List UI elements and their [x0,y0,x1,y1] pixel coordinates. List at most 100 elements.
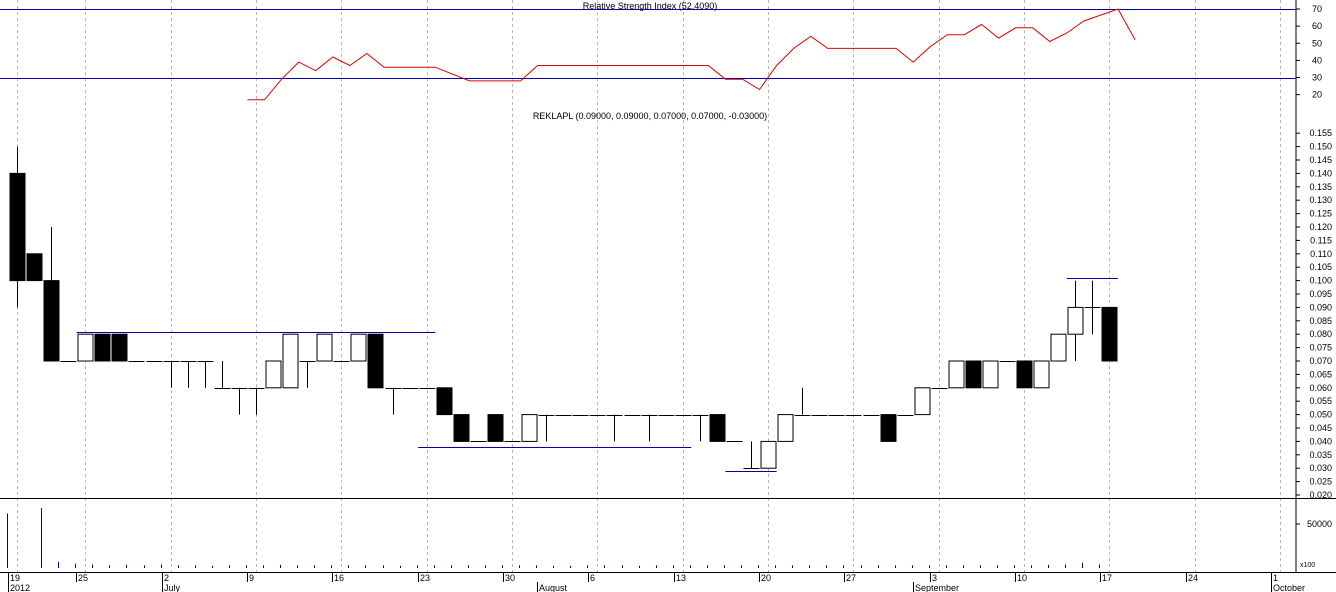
price-tick-label: 0.020 [1309,490,1332,500]
x-day-label: 1 [1273,573,1278,583]
candlestick [589,415,606,416]
price-tick-label: 0.115 [1310,235,1332,245]
x-month-label: August [539,583,568,592]
candle-body [1067,306,1084,335]
candlesticks [9,146,1118,469]
rsi-series [247,8,1136,101]
price-tick-label: 0.030 [1309,463,1332,473]
candlestick [538,414,555,442]
grid-lines [17,0,1281,572]
candle-body [1050,333,1067,362]
candle-body [709,414,726,442]
x-day-label: 13 [676,573,686,583]
candlestick [402,388,419,389]
candle-body [111,333,128,362]
price-tick-label: 0.120 [1309,222,1332,232]
price-tick-label: 0.105 [1309,262,1332,272]
rsi-tick-label: 70 [1312,4,1322,14]
candlestick [948,360,965,389]
candlestick [777,414,794,442]
candlestick [692,414,709,442]
price-tick-label: 0.145 [1309,155,1332,165]
volume-bars [7,508,1100,568]
candlestick [982,360,999,389]
price-tick-label: 0.045 [1309,423,1332,433]
candle-body [436,387,453,416]
price-tick-label: 0.065 [1309,369,1332,379]
candlestick [248,387,265,415]
panel-frames [0,0,1336,573]
candle-body [26,253,43,282]
rsi-tick-label: 60 [1312,21,1322,31]
rsi-title: Relative Strength Index (52.4090) [583,1,718,11]
price-title: REKLAPL (0.09000, 0.09000, 0.07000, 0.07… [533,111,767,121]
candle-body [350,333,367,362]
candlestick [111,333,128,362]
volume-unit-label: x100 [1300,562,1315,569]
candlestick [931,388,948,389]
price-tick-label: 0.070 [1309,356,1332,366]
x-day-label: 23 [420,573,430,583]
candle-body [282,333,299,389]
x-day-label: 17 [1102,573,1112,583]
candlestick [43,227,60,362]
price-tick-label: 0.075 [1309,343,1332,353]
price-tick-label: 0.135 [1309,182,1332,192]
candle-body [265,360,282,389]
candlestick [146,361,163,362]
price-tick-label: 0.140 [1309,168,1332,178]
x-month-label: October [1273,583,1305,592]
candlestick [641,414,658,442]
candlestick [606,414,623,442]
price-tick-label: 0.080 [1309,329,1332,339]
volume-panel: 50000 x100 [7,508,1332,569]
candlestick [333,361,350,362]
candle-body [1016,360,1033,389]
x-month-label: 2012 [10,583,30,592]
price-tick-label: 0.155 [1309,128,1332,138]
candlestick [999,361,1016,362]
candlestick [180,361,197,388]
candlestick [1101,306,1118,362]
candlestick [77,333,94,362]
price-tick-label: 0.130 [1309,195,1332,205]
candlestick [350,333,367,362]
rsi-reference-lines [0,9,1296,79]
rsi-line [247,8,1136,101]
candlestick [897,415,914,416]
candle-body [453,414,470,442]
candlestick [436,387,453,416]
candlestick [794,387,811,416]
candlestick [214,361,231,389]
candlestick [94,333,111,362]
price-panel: REKLAPL (0.09000, 0.09000, 0.07000, 0.07… [9,111,1332,500]
x-day-label: 20 [761,573,771,583]
trendlines [76,278,1119,472]
candlestick [863,415,880,416]
price-tick-label: 0.050 [1309,410,1332,420]
candle-body [777,414,794,442]
rsi-y-axis: 20 30 40 50 60 70 [1296,4,1322,100]
price-tick-label: 0.085 [1309,316,1332,326]
candle-body [914,387,931,416]
candlestick [26,253,43,282]
candlestick [367,333,384,389]
candlestick [880,414,897,442]
candle-body [43,280,60,362]
candlestick [760,440,777,469]
x-day-label: 27 [846,573,856,583]
x-day-label: 19 [10,573,20,583]
candlestick [965,360,982,389]
price-y-axis: 0.020 0.025 0.030 0.035 0.040 0.045 0.050 0.055… [1296,128,1332,500]
x-day-label: 6 [590,573,595,583]
candlestick [1050,333,1067,362]
candle-body [1033,360,1050,389]
candlestick [914,387,931,416]
candlestick [1084,280,1101,335]
candlestick [1016,360,1033,389]
candlestick [9,146,26,308]
x-axis: 19 25 2 9 16 23 30 6 13 20 27 3 10 17 24 1 2012 July Augus… [8,572,1305,592]
candle-body [760,440,777,469]
candlestick [282,333,299,389]
price-tick-label: 0.040 [1309,436,1332,446]
